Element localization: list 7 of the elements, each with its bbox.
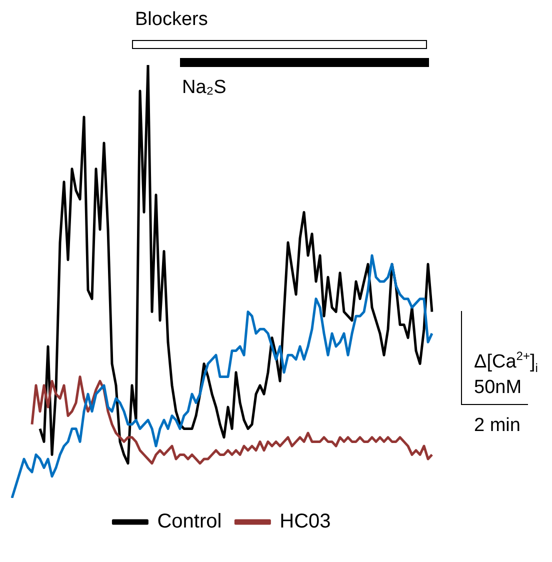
text: Blockers	[135, 9, 208, 30]
text: Δ[Ca$^{2+}$]$_{i}$	[474, 349, 538, 376]
legend-label: HC03	[280, 510, 331, 533]
text: 2 min	[474, 415, 520, 436]
annotation: Na₂S	[182, 77, 226, 98]
legend-label: Control	[157, 510, 222, 533]
text: 50nM	[474, 377, 522, 398]
